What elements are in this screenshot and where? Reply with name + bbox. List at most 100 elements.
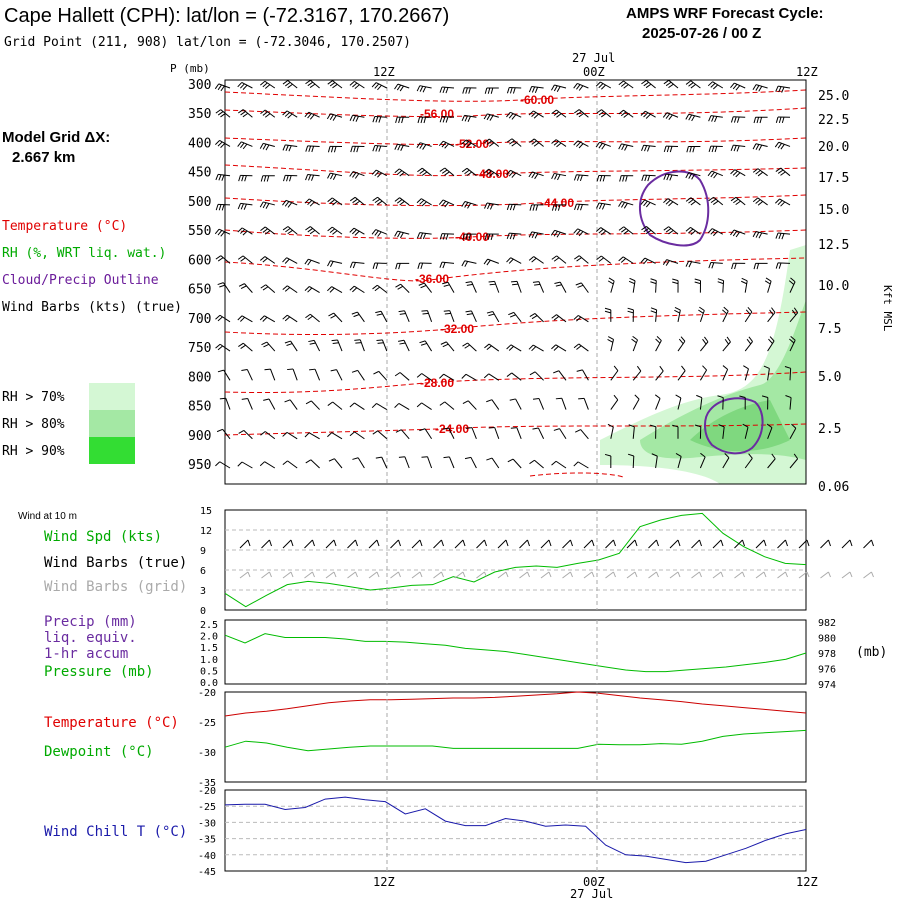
wind-barb [694,424,702,439]
wind-barb [752,197,768,206]
wind-barb [752,84,768,92]
wind-barb [351,369,365,381]
temperature-contours [224,89,807,479]
wind-barb [554,281,567,293]
wind-barb [744,307,753,323]
wind-barb [677,365,686,381]
wind-barb [742,423,749,439]
wind-barb [618,109,634,118]
wind-barb [483,258,499,266]
wind-barb [775,167,791,177]
wind-barb [282,257,298,264]
wind-barb [486,399,500,410]
wind-barb [529,204,544,211]
pressure-ytick-982: 982 [818,618,836,629]
contour-48 [224,164,807,177]
temp-ytick--35: -35 [198,778,216,789]
wind-barb [532,397,545,410]
wind-barb [553,370,567,381]
wind-barb [484,343,500,352]
wind-barb [717,278,725,293]
wind-barb [484,138,500,147]
wind-barb [395,116,410,124]
pressure-panel: Precip (mm) liq. equiv. 1-hr accum Press… [44,614,887,691]
wind-barb [214,83,231,92]
wind-barb [394,83,410,92]
wind-barb [529,371,544,381]
wind-barb [260,284,276,293]
wind-barb-grid [841,571,853,579]
wind-barb [282,285,298,294]
wind-barb-true [562,539,573,549]
wind-barb [282,144,298,152]
wind-barb [237,202,253,210]
wind-frame [224,509,807,611]
wind-barb [237,315,253,323]
wind-ytick-12: 12 [200,526,212,537]
wind-barb-grid [325,571,337,579]
wind-ytick-6: 6 [200,566,206,577]
wind-barb [237,461,253,469]
wind-barb [744,336,753,352]
wind-barb [418,282,432,293]
temp-label-44: -44.00 [540,196,574,210]
wind-barb [699,365,708,381]
wind-barb-grid [691,571,702,579]
wind-barb [528,231,544,239]
wind-barb [739,395,746,410]
wind-barb [439,167,455,177]
wind-barb [259,461,276,469]
wind-barb [327,432,343,440]
wind-barb [421,456,433,469]
wind-barb [442,281,455,293]
wind-panel: Wind at 10 m Wind Spd (kts) Wind Barbs (… [18,506,874,617]
wind-barb [376,339,388,352]
wind-barb [443,456,455,469]
wind-barb [508,311,522,323]
wind-barb [419,428,433,440]
temperature-panel: Temperature (°C) Dewpoint (°C) -20 -25 -30… [44,688,807,789]
wind-barb [789,423,797,440]
height-axis-label: Kft MSL [881,285,894,332]
wind-barb [416,232,432,240]
wind-barb [663,79,679,89]
pressure-tick-300: 300 [188,78,211,93]
wind-barb [699,452,706,469]
wind-barb [260,109,276,118]
wind-barb [215,461,231,469]
wind-barb [595,227,612,236]
wind-barb [371,403,388,410]
wind-barb [372,115,387,123]
wind-barb [707,81,724,90]
windchill-line [224,796,807,864]
wind-barb [398,310,410,323]
precip-ytick-4: 0.5 [200,666,218,677]
wind-barb [237,81,253,90]
wind-speed-line [224,512,807,608]
wind-barb [421,310,433,323]
wind-barb-true [519,539,530,549]
wind-barb [789,453,799,469]
wind-barb [627,307,634,322]
wind-barb [694,278,702,293]
wind-barb [507,458,522,469]
wind-barb [662,112,679,121]
wind-barb [305,173,320,181]
wind-barb [752,168,768,177]
pressure-ytick-976: 976 [818,665,836,676]
pressure-tick-950: 950 [188,458,211,473]
wind-barb [309,368,321,381]
wind-barb-true [347,539,358,549]
wind-barb [443,310,455,323]
wind-barb [619,175,634,182]
wind-barb-grid [390,571,401,579]
wind-barb [551,204,567,211]
wind-barb [573,140,589,149]
wind-barb [305,313,320,323]
wind-barb [327,145,343,153]
wind-barb [685,113,701,122]
wind-barb [371,82,388,91]
precip-ytick-1: 2.0 [200,632,218,643]
